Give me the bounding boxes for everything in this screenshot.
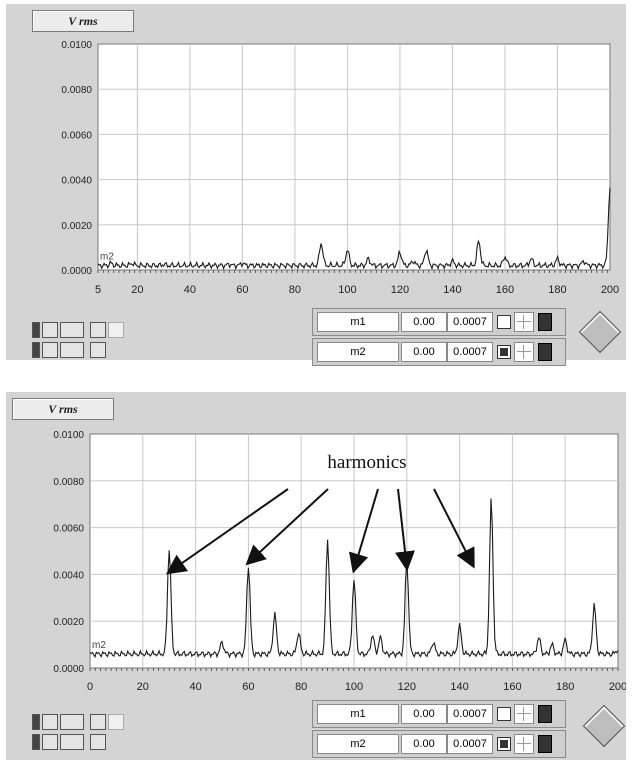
y-tick-label: 0.0100 [53,430,84,441]
zoom-icon[interactable] [90,714,106,730]
x-tick-label: 20 [137,681,149,693]
harmonic-arrow [165,488,289,575]
harmonics-annotation: harmonics [327,452,406,473]
cursor-name[interactable]: m2 [317,734,399,754]
graph-palette[interactable] [32,322,162,364]
cursor-lock-icon[interactable] [538,705,552,723]
x-autoscale-icon[interactable] [42,322,58,338]
x-tick-label: 140 [450,681,468,693]
x-tick-label: 180 [548,284,566,296]
cursor-x-value: 0.00 [401,312,447,332]
cursor-row-m1[interactable]: m1 0.00 0.0007 [312,700,566,728]
bottom-spectrum-chart[interactable]: 0 20 40 60 80 100 120 140 160 180 200 0.0000 0.0020 0… [6,392,626,760]
cursor-tool-icon[interactable] [108,714,124,730]
y-tick-label: 0.0040 [53,570,84,581]
cursor-style-icon[interactable] [497,707,511,721]
x-tick-label: 40 [189,681,201,693]
cursor-lock-icon[interactable] [538,343,552,361]
cursor-tool-icon[interactable] [108,322,124,338]
cursor-row-m2[interactable]: m2 0.00 0.0007 [312,730,566,758]
cursor-x-value: 0.00 [401,704,447,724]
cursor-name[interactable]: m2 [317,342,399,362]
scale-lock-icon[interactable] [32,322,40,338]
y-tick-label: 0.0060 [61,130,92,141]
pan-hand-icon[interactable] [90,342,106,358]
cursor-style-icon[interactable] [497,315,511,329]
top-spectrum-chart[interactable]: 5 20 40 60 80 100 120 140 160 180 200 0.0000 0.0020 0… [6,4,626,360]
cursor-name[interactable]: m1 [317,704,399,724]
scale-lock-icon[interactable] [32,714,40,730]
zoom-icon[interactable] [90,322,106,338]
scale-lock-icon[interactable] [32,734,40,750]
cursor-style-icon[interactable] [497,345,511,359]
x-autoscale-icon[interactable] [42,714,58,730]
scale-lock-icon[interactable] [32,342,40,358]
x-tick-label: 100 [345,681,363,693]
cursor-row-m2[interactable]: m2 0.00 0.0007 [312,338,566,366]
chart-title-tab: V rms [12,398,114,420]
y-tick-label: 0.0060 [53,524,84,535]
cursor-crosshair-icon[interactable] [514,312,534,332]
plot-area [97,43,611,271]
x-tick-label: 60 [236,284,248,296]
harmonic-arrow [433,488,475,569]
y-autoscale-icon[interactable] [42,342,58,358]
x-tick-label: 0 [87,681,93,693]
y-format-icon[interactable] [60,342,84,358]
x-tick-label: 160 [503,681,521,693]
y-tick-label: 0.0100 [61,40,92,51]
spectrum-trace [89,498,619,659]
x-tick-label: 200 [601,284,619,296]
harmonic-arrow [245,488,329,566]
cursor-marker-label: m2 [92,640,106,651]
y-tick-label: 0.0040 [61,176,92,187]
pan-hand-icon[interactable] [90,734,106,750]
spectrum-trace [97,187,611,271]
bottom-chart-panel: V rms 0 20 40 60 80 100 120 140 160 180 200 0.0000 0… [6,392,626,760]
harmonic-arrow [395,488,415,572]
graph-palette[interactable] [32,714,162,756]
x-tick-label: 140 [443,284,461,296]
y-format-icon[interactable] [60,734,84,750]
cursor-style-icon[interactable] [497,737,511,751]
x-format-icon[interactable] [60,322,84,338]
y-tick-label: 0.0000 [61,266,92,277]
x-tick-label: 180 [556,681,574,693]
x-tick-label: 80 [289,284,301,296]
cursor-y-value: 0.0007 [447,734,493,754]
x-tick-label: 60 [242,681,254,693]
cursor-lock-icon[interactable] [538,735,552,753]
cursor-crosshair-icon[interactable] [514,704,534,724]
cursor-crosshair-icon[interactable] [514,342,534,362]
chart-title-tab: V rms [32,10,134,32]
y-tick-label: 0.0080 [61,85,92,96]
top-chart-panel: V rms 5 20 40 60 80 100 120 140 160 180 200 0.0000 0… [6,4,626,366]
cursor-x-value: 0.00 [401,734,447,754]
x-tick-label: 20 [131,284,143,296]
y-autoscale-icon[interactable] [42,734,58,750]
cursor-y-value: 0.0007 [447,704,493,724]
x-format-icon[interactable] [60,714,84,730]
x-tick-label: 5 [95,284,101,296]
y-tick-label: 0.0020 [61,221,92,232]
x-tick-label: 160 [496,284,514,296]
x-tick-label: 120 [398,681,416,693]
cursor-crosshair-icon[interactable] [514,734,534,754]
y-tick-label: 0.0020 [53,617,84,628]
x-tick-label: 100 [338,284,356,296]
cursor-lock-icon[interactable] [538,313,552,331]
cursor-marker-label: m2 [100,251,114,262]
y-tick-label: 0.0080 [53,477,84,488]
y-tick-label: 0.0000 [53,664,84,675]
cursor-y-value: 0.0007 [447,342,493,362]
cursor-name[interactable]: m1 [317,312,399,332]
x-tick-label: 200 [609,681,626,693]
cursor-row-m1[interactable]: m1 0.00 0.0007 [312,308,566,336]
cursor-y-value: 0.0007 [447,312,493,332]
cursor-x-value: 0.00 [401,342,447,362]
x-tick-label: 80 [295,681,307,693]
harmonic-arrow [348,488,379,574]
x-tick-label: 120 [391,284,409,296]
x-tick-label: 40 [184,284,196,296]
